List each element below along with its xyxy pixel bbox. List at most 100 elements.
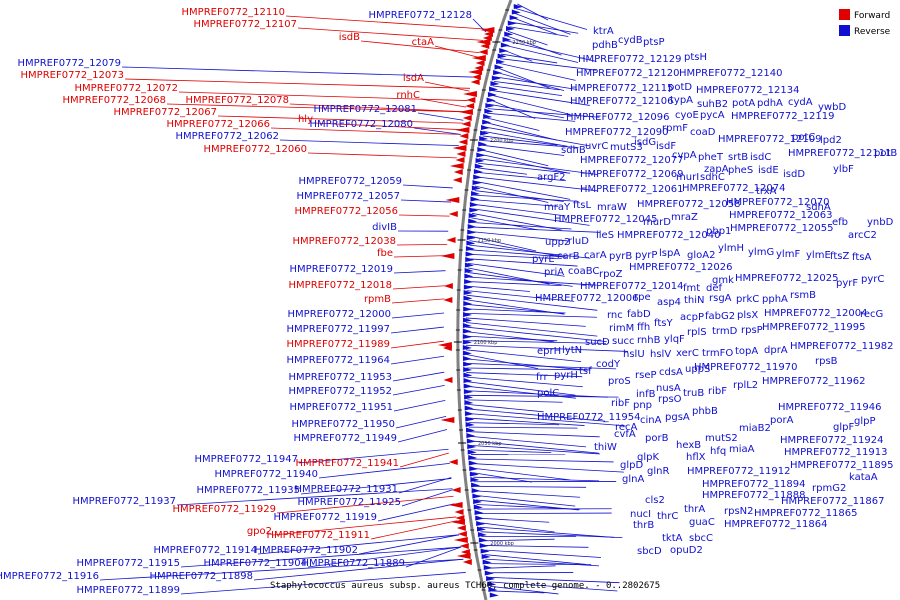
gene-label: HMPREF0772_12110 — [182, 7, 285, 18]
gene-label: polC — [537, 388, 559, 399]
forward-gene-glyph — [462, 559, 472, 565]
reverse-gene-rays — [465, 3, 629, 595]
gene-label: HMPREF0772_12038 — [293, 236, 396, 247]
reverse-gene-glyph — [463, 306, 473, 312]
gene-label: potB — [874, 148, 897, 159]
reverse-gene-glyph — [480, 130, 490, 136]
gene-label: HMPREF0772_11889 — [302, 558, 405, 569]
forward-gene-glyph — [455, 157, 465, 163]
gene-label: codY — [596, 359, 621, 370]
gene-label: HMPREF0772_12006 — [535, 293, 638, 304]
gene-label: rpsN2 — [724, 506, 754, 517]
reverse-gene-glyph — [466, 235, 476, 240]
reverse-gene-ray — [465, 349, 582, 362]
reverse-gene-ray — [482, 545, 589, 548]
forward-gene-glyph — [450, 519, 465, 525]
gene-label: HMPREF0772_11982 — [790, 341, 893, 352]
reverse-gene-ray — [490, 94, 571, 115]
gene-label: HMPREF0772_12057 — [297, 191, 400, 202]
leader-line — [370, 520, 457, 540]
leader-line — [390, 340, 444, 349]
gene-label: HMPREF0772_12109 — [718, 134, 821, 145]
forward-gene-glyph — [442, 345, 452, 351]
reverse-gene-glyph — [507, 20, 517, 26]
gene-label: cls2 — [645, 495, 665, 506]
gene-label: HMPREF0772_12059 — [299, 176, 402, 187]
gene-label: mutS3 — [610, 142, 643, 153]
gene-label: rsmB — [790, 290, 816, 301]
gene-label: cydA — [788, 97, 813, 108]
gene-label: thiW — [594, 442, 617, 453]
gene-label: HMPREF0772_11929 — [173, 504, 276, 515]
reverse-gene-ray — [466, 381, 576, 396]
leader-line — [391, 298, 445, 304]
gene-label: HMPREF0772_12096 — [566, 112, 669, 123]
forward-gene-glyph — [452, 177, 462, 183]
gene-label: guaC — [689, 517, 715, 528]
leader-line — [289, 103, 466, 113]
leader-line — [390, 355, 444, 365]
gene-label: thiN — [684, 295, 705, 306]
reverse-gene-ray — [484, 554, 587, 565]
gene-label: fmt — [683, 283, 700, 294]
reverse-gene-glyph — [476, 526, 486, 532]
gene-label: xerC — [676, 348, 699, 359]
gene-label: gloA2 — [687, 250, 715, 261]
reverse-gene-glyph — [476, 521, 486, 526]
forward-gene-glyph — [478, 49, 488, 55]
forward-gene-glyph — [459, 543, 469, 549]
reverse-gene-glyph — [464, 273, 474, 279]
gene-label: HMPREF0772_11894 — [702, 479, 805, 490]
reverse-gene-ray — [471, 217, 539, 231]
reverse-gene-ray — [469, 435, 587, 448]
reverse-gene-glyph — [499, 48, 509, 53]
gene-label: tsf — [579, 366, 592, 377]
reverse-gene-glyph — [471, 488, 481, 493]
reverse-gene-ray — [507, 30, 548, 46]
gene-label: isdB — [339, 32, 360, 43]
leader-line — [413, 127, 461, 135]
reverse-gene-ray — [472, 472, 532, 483]
reverse-gene-glyph — [504, 31, 514, 37]
gene-label: HMPREF0772_11924 — [780, 435, 883, 446]
gene-label: divIB — [372, 222, 397, 233]
reverse-gene-ray — [476, 504, 581, 510]
reverse-gene-glyph — [463, 378, 473, 383]
reverse-gene-glyph — [465, 427, 475, 433]
gene-label: glnA — [622, 474, 644, 485]
gene-label: HMPREF0772_11904 — [204, 558, 307, 569]
gene-label: HMPREF0772_12000 — [288, 309, 391, 320]
forward-gene-glyph — [445, 197, 460, 203]
leader-line — [395, 415, 447, 429]
reverse-gene-ray — [489, 99, 536, 119]
gene-label: suhB2 — [697, 99, 728, 110]
reverse-gene-ray — [470, 222, 572, 230]
reverse-gene-glyph — [467, 229, 477, 235]
reverse-gene-ray — [503, 44, 579, 63]
gene-label: HMPREF0772_12128 — [369, 10, 472, 21]
gene-label: HMPREF0772_12077 — [580, 155, 683, 166]
forward-gene-glyph — [460, 549, 470, 555]
reverse-gene-ray — [468, 253, 559, 260]
gene-label: ywbD — [818, 102, 846, 113]
gene-label: rnhC — [396, 90, 420, 101]
forward-gene-glyph — [466, 97, 476, 103]
reverse-gene-glyph — [463, 290, 473, 295]
reverse-gene-ray — [465, 335, 558, 342]
gene-label: asp4 — [657, 297, 681, 308]
forward-gene-glyph — [454, 509, 464, 515]
reverse-strand-track — [462, 4, 523, 598]
gene-label: HMPREF0772_11946 — [778, 402, 881, 413]
legend-label-forward: Forward — [854, 11, 890, 21]
gene-label: rpoZ — [599, 269, 623, 280]
gene-label: ylmF — [776, 249, 800, 260]
gene-label: HMPREF0772_11949 — [294, 433, 397, 444]
reverse-gene-glyph — [469, 471, 479, 477]
reverse-gene-glyph — [468, 213, 478, 218]
gene-label: pycA — [700, 110, 725, 121]
leader-line — [124, 78, 471, 89]
gene-label: rpe — [634, 292, 651, 303]
gene-label: rpsB — [815, 356, 838, 367]
forward-gene-glyph — [458, 109, 473, 115]
reverse-gene-glyph — [487, 92, 497, 97]
